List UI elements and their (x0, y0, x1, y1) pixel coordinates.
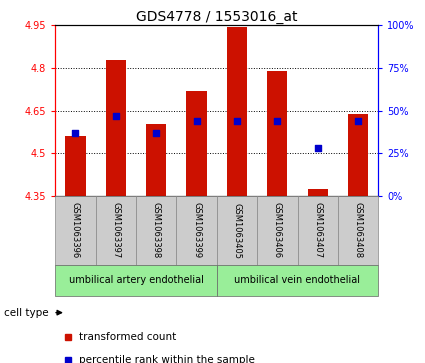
Bar (217, 196, 257, 265)
Point (233, 118, 240, 124)
Bar (176, 196, 217, 265)
Bar (348, 114, 368, 196)
Text: cell type: cell type (4, 307, 49, 318)
Bar (298, 196, 338, 265)
Point (314, 145, 321, 151)
Text: umbilical artery endothelial: umbilical artery endothelial (68, 276, 204, 285)
Text: transformed count: transformed count (79, 333, 176, 342)
Bar (308, 189, 328, 196)
Text: GSM1063396: GSM1063396 (71, 203, 80, 258)
Text: GSM1063398: GSM1063398 (152, 203, 161, 258)
Text: GSM1063407: GSM1063407 (313, 203, 322, 258)
Point (112, 113, 119, 119)
Point (153, 130, 159, 136)
Bar (187, 91, 207, 196)
Text: umbilical vein endothelial: umbilical vein endothelial (235, 276, 360, 285)
Text: GSM1063405: GSM1063405 (232, 203, 241, 258)
Title: GDS4778 / 1553016_at: GDS4778 / 1553016_at (136, 11, 298, 24)
Bar (267, 71, 287, 196)
Bar (257, 196, 298, 265)
Point (193, 118, 200, 124)
Bar (96, 196, 136, 265)
Bar (55, 265, 217, 296)
Point (274, 118, 280, 124)
Bar (217, 265, 378, 296)
Text: GSM1063397: GSM1063397 (111, 203, 120, 258)
Point (72, 130, 79, 136)
Text: GSM1063399: GSM1063399 (192, 203, 201, 258)
Bar (106, 60, 126, 196)
Bar (136, 196, 176, 265)
Text: GSM1063408: GSM1063408 (354, 203, 363, 258)
Bar (65, 136, 85, 196)
Bar (338, 196, 378, 265)
Bar (55, 196, 96, 265)
Text: percentile rank within the sample: percentile rank within the sample (79, 355, 255, 363)
Bar (146, 123, 166, 196)
Bar (227, 27, 247, 196)
Point (354, 118, 361, 124)
Text: GSM1063406: GSM1063406 (273, 203, 282, 258)
